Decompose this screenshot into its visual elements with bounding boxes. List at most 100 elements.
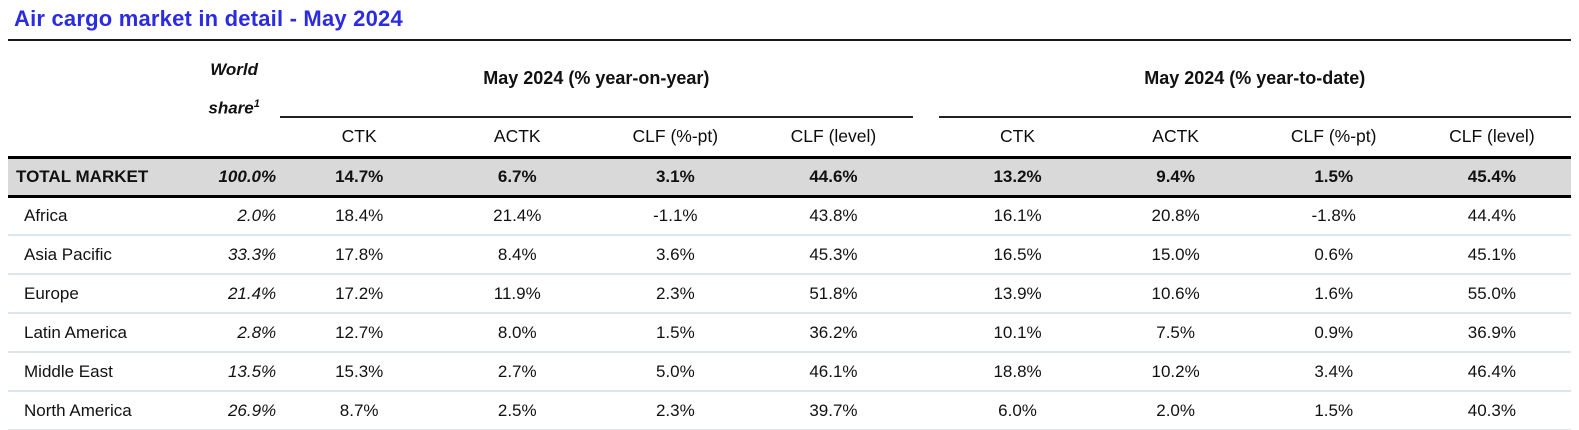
yoy-actk-value: 2.5% (438, 391, 597, 430)
yoy-actk-value: 8.0% (438, 313, 597, 353)
yoy-actk-value: 2.7% (438, 352, 597, 392)
table-body: TOTAL MARKET 100.0% 14.7% 6.7% 3.1% 44.6… (8, 155, 1571, 430)
world-share-header: World share1 (188, 41, 280, 157)
col-header-yoy-ctk: CTK (341, 126, 377, 147)
world-share-value: 13.5% (188, 352, 281, 392)
world-share-value: 100.0% (188, 155, 281, 198)
ytd-clf-pt-value: 1.5% (1254, 391, 1413, 430)
yoy-clf-level-value: 36.2% (754, 313, 913, 353)
yoy-clf-pt-value: 5.0% (596, 352, 755, 392)
ytd-ctk-value: 13.2% (938, 155, 1097, 198)
ytd-actk-value: 10.2% (1096, 352, 1255, 392)
group-header-row: World share1 May 2024 (% year-on-year) M… (8, 41, 1571, 118)
ytd-ctk-value: 6.0% (938, 391, 1097, 430)
region-name: Europe (8, 274, 189, 314)
ytd-ctk-value: 13.9% (938, 274, 1097, 314)
table-row: Africa 2.0% 18.4% 21.4% -1.1% 43.8% 16.1… (8, 196, 1571, 236)
world-share-line2: share1 (188, 87, 280, 126)
ytd-ctk-value: 16.1% (938, 196, 1097, 236)
column-gap-spacer (912, 155, 939, 198)
region-name: Asia Pacific (8, 235, 189, 275)
column-gap-spacer (912, 391, 939, 430)
ytd-clf-level-value: 45.4% (1412, 155, 1571, 198)
ytd-actk-value: 20.8% (1096, 196, 1255, 236)
ytd-clf-pt-value: 1.6% (1254, 274, 1413, 314)
yoy-clf-pt-value: 3.1% (596, 155, 755, 198)
region-name: Middle East (8, 352, 189, 392)
col-header-yoy-actk: ACTK (493, 126, 541, 147)
ytd-actk-value: 2.0% (1096, 391, 1255, 430)
world-share-value: 33.3% (188, 235, 281, 275)
world-share-value: 26.9% (188, 391, 281, 430)
yoy-ctk-value: 15.3% (280, 352, 439, 392)
col-header-ytd-ctk: CTK (1000, 126, 1036, 147)
yoy-actk-value: 11.9% (438, 274, 597, 314)
region-name: TOTAL MARKET (8, 155, 189, 198)
yoy-clf-level-value: 51.8% (754, 274, 913, 314)
table-row: Europe 21.4% 17.2% 11.9% 2.3% 51.8% 13.9… (8, 274, 1571, 314)
world-share-value: 21.4% (188, 274, 281, 314)
world-share-line1: World (210, 60, 259, 79)
group-header-ytd: May 2024 (% year-to-date) (938, 41, 1571, 118)
column-gap-spacer (912, 352, 939, 392)
table-row: North America 26.9% 8.7% 2.5% 2.3% 39.7%… (8, 391, 1571, 430)
yoy-ctk-value: 14.7% (280, 155, 439, 198)
col-header-ytd-clf-level: CLF (level) (1449, 126, 1535, 147)
yoy-clf-level-value: 45.3% (754, 235, 913, 275)
yoy-ctk-value: 17.8% (280, 235, 439, 275)
ytd-ctk-value: 16.5% (938, 235, 1097, 275)
ytd-actk-value: 10.6% (1096, 274, 1255, 314)
table-row: Latin America 2.8% 12.7% 8.0% 1.5% 36.2%… (8, 313, 1571, 353)
ytd-ctk-value: 18.8% (938, 352, 1097, 392)
ytd-clf-pt-value: 1.5% (1254, 155, 1413, 198)
yoy-actk-value: 21.4% (438, 196, 597, 236)
page-title: Air cargo market in detail - May 2024 (14, 6, 403, 31)
region-header-blank (8, 41, 188, 117)
yoy-clf-pt-value: 1.5% (596, 313, 755, 353)
yoy-clf-level-value: 46.1% (754, 352, 913, 392)
ytd-actk-value: 7.5% (1096, 313, 1255, 353)
yoy-ctk-value: 12.7% (280, 313, 439, 353)
column-gap-spacer (913, 117, 939, 157)
yoy-actk-value: 6.7% (438, 155, 597, 198)
yoy-actk-value: 8.4% (438, 235, 597, 275)
ytd-clf-level-value: 44.4% (1412, 196, 1571, 236)
table-row: Asia Pacific 33.3% 17.8% 8.4% 3.6% 45.3%… (8, 235, 1571, 275)
ytd-clf-level-value: 46.4% (1412, 352, 1571, 392)
yoy-clf-pt-value: -1.1% (596, 196, 755, 236)
yoy-clf-level-value: 44.6% (754, 155, 913, 198)
ytd-clf-pt-value: 3.4% (1254, 352, 1413, 392)
air-cargo-market-table: World share1 May 2024 (% year-on-year) M… (8, 41, 1571, 430)
yoy-clf-pt-value: 2.3% (596, 274, 755, 314)
region-subheader-blank (8, 117, 188, 157)
ytd-clf-pt-value: -1.8% (1254, 196, 1413, 236)
column-gap-spacer (913, 41, 939, 117)
ytd-clf-level-value: 36.9% (1412, 313, 1571, 353)
ytd-ctk-value: 10.1% (938, 313, 1097, 353)
column-gap-spacer (912, 235, 939, 275)
ytd-clf-level-value: 45.1% (1412, 235, 1571, 275)
column-gap-spacer (912, 313, 939, 353)
yoy-ctk-value: 18.4% (280, 196, 439, 236)
yoy-ctk-value: 8.7% (280, 391, 439, 430)
world-share-word: share (208, 98, 254, 118)
group-header-yoy: May 2024 (% year-on-year) (280, 41, 913, 118)
yoy-ctk-value: 17.2% (280, 274, 439, 314)
yoy-clf-pt-value: 3.6% (596, 235, 755, 275)
yoy-clf-pt-value: 2.3% (596, 391, 755, 430)
region-name: Latin America (8, 313, 189, 353)
ytd-actk-value: 9.4% (1096, 155, 1255, 198)
region-name: North America (8, 391, 189, 430)
subcolumn-header-row: CTK ACTK CLF (%-pt) CLF (level) CTK ACTK… (8, 117, 1571, 157)
col-header-ytd-actk: ACTK (1152, 126, 1199, 147)
world-share-value: 2.0% (188, 196, 281, 236)
ytd-clf-pt-value: 0.9% (1254, 313, 1413, 353)
footnote-marker: 1 (253, 98, 260, 110)
col-header-ytd-clf-pt: CLF (%-pt) (1290, 126, 1377, 147)
table-row: TOTAL MARKET 100.0% 14.7% 6.7% 3.1% 44.6… (8, 155, 1571, 198)
ytd-clf-pt-value: 0.6% (1254, 235, 1413, 275)
ytd-clf-level-value: 40.3% (1412, 391, 1571, 430)
yoy-clf-level-value: 43.8% (754, 196, 913, 236)
region-name: Africa (8, 196, 189, 236)
